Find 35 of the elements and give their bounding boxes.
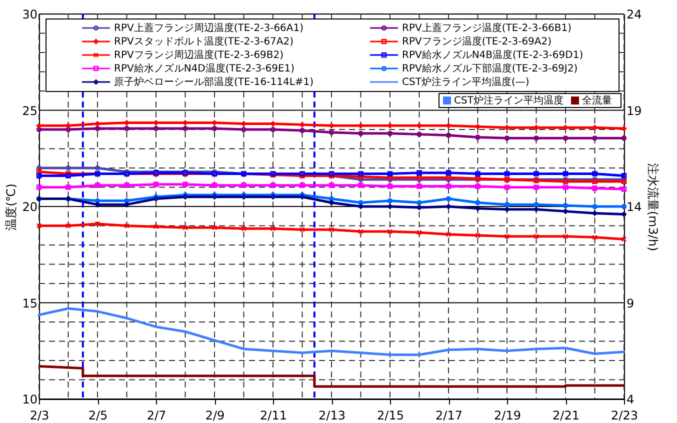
x-tick-label: 2/7 [146,408,166,422]
legend-label: RPV給水ノズルN4B温度(TE-2-3-69D1) [402,49,584,61]
y-tick-label: 15 [22,296,38,310]
x-tick-label: 2/15 [377,408,404,422]
legend-label: RPV上蓋フランジ温度(TE-2-3-66B1) [402,22,572,34]
x-tick-label: 2/21 [552,408,580,422]
x-tick-label: 2/9 [205,408,225,422]
annotation: CST炉注ライン平均温度 [454,94,564,106]
legend-label: RPV給水ノズル下部温度(TE-2-3-69J2) [402,62,578,74]
y-axis-title: 温度(℃) [4,184,18,230]
x-tick-label: 2/23 [611,408,638,422]
y-tick-label: 30 [22,8,38,22]
y2-axis-title: 注水流量(m3/h) [646,162,660,252]
x-tick-label: 2/3 [30,408,50,422]
legend-label: RPV給水ノズルN4D温度(TE-2-3-69E1) [114,62,295,74]
x-tick-label: 2/13 [318,408,346,422]
legend-label: RPV上蓋フランジ周辺温度(TE-2-3-66A1) [114,22,304,34]
y2-tick-label: 19 [626,104,642,118]
y2-tick-label: 14 [626,200,642,214]
y2-tick-label: 4 [626,392,634,406]
legend-label: CST炉注ライン平均温度(—) [402,76,530,88]
x-tick-label: 2/11 [260,408,287,422]
legend-label: RPVフランジ周辺温度(TE-2-3-69B2) [114,49,284,61]
y-tick-label: 20 [22,200,38,214]
y-tick-label: 10 [22,392,38,406]
x-tick-label: 2/17 [436,408,462,422]
y-tick-label: 25 [22,104,38,118]
y2-tick-label: 9 [626,296,634,310]
x-tick-label: 2/19 [494,408,521,422]
legend-label: 全流量 [582,94,612,106]
y2-tick-label: 24 [626,8,642,22]
legend-label: 原子炉ベローシール部温度(TE-16-114L#1) [114,76,314,88]
legend-label: RPVスタッドボルト温度(TE-2-3-67A2) [114,36,294,48]
legend-label: RPVフランジ温度(TE-2-3-69A2) [402,36,552,48]
x-tick-label: 2/5 [88,408,108,422]
